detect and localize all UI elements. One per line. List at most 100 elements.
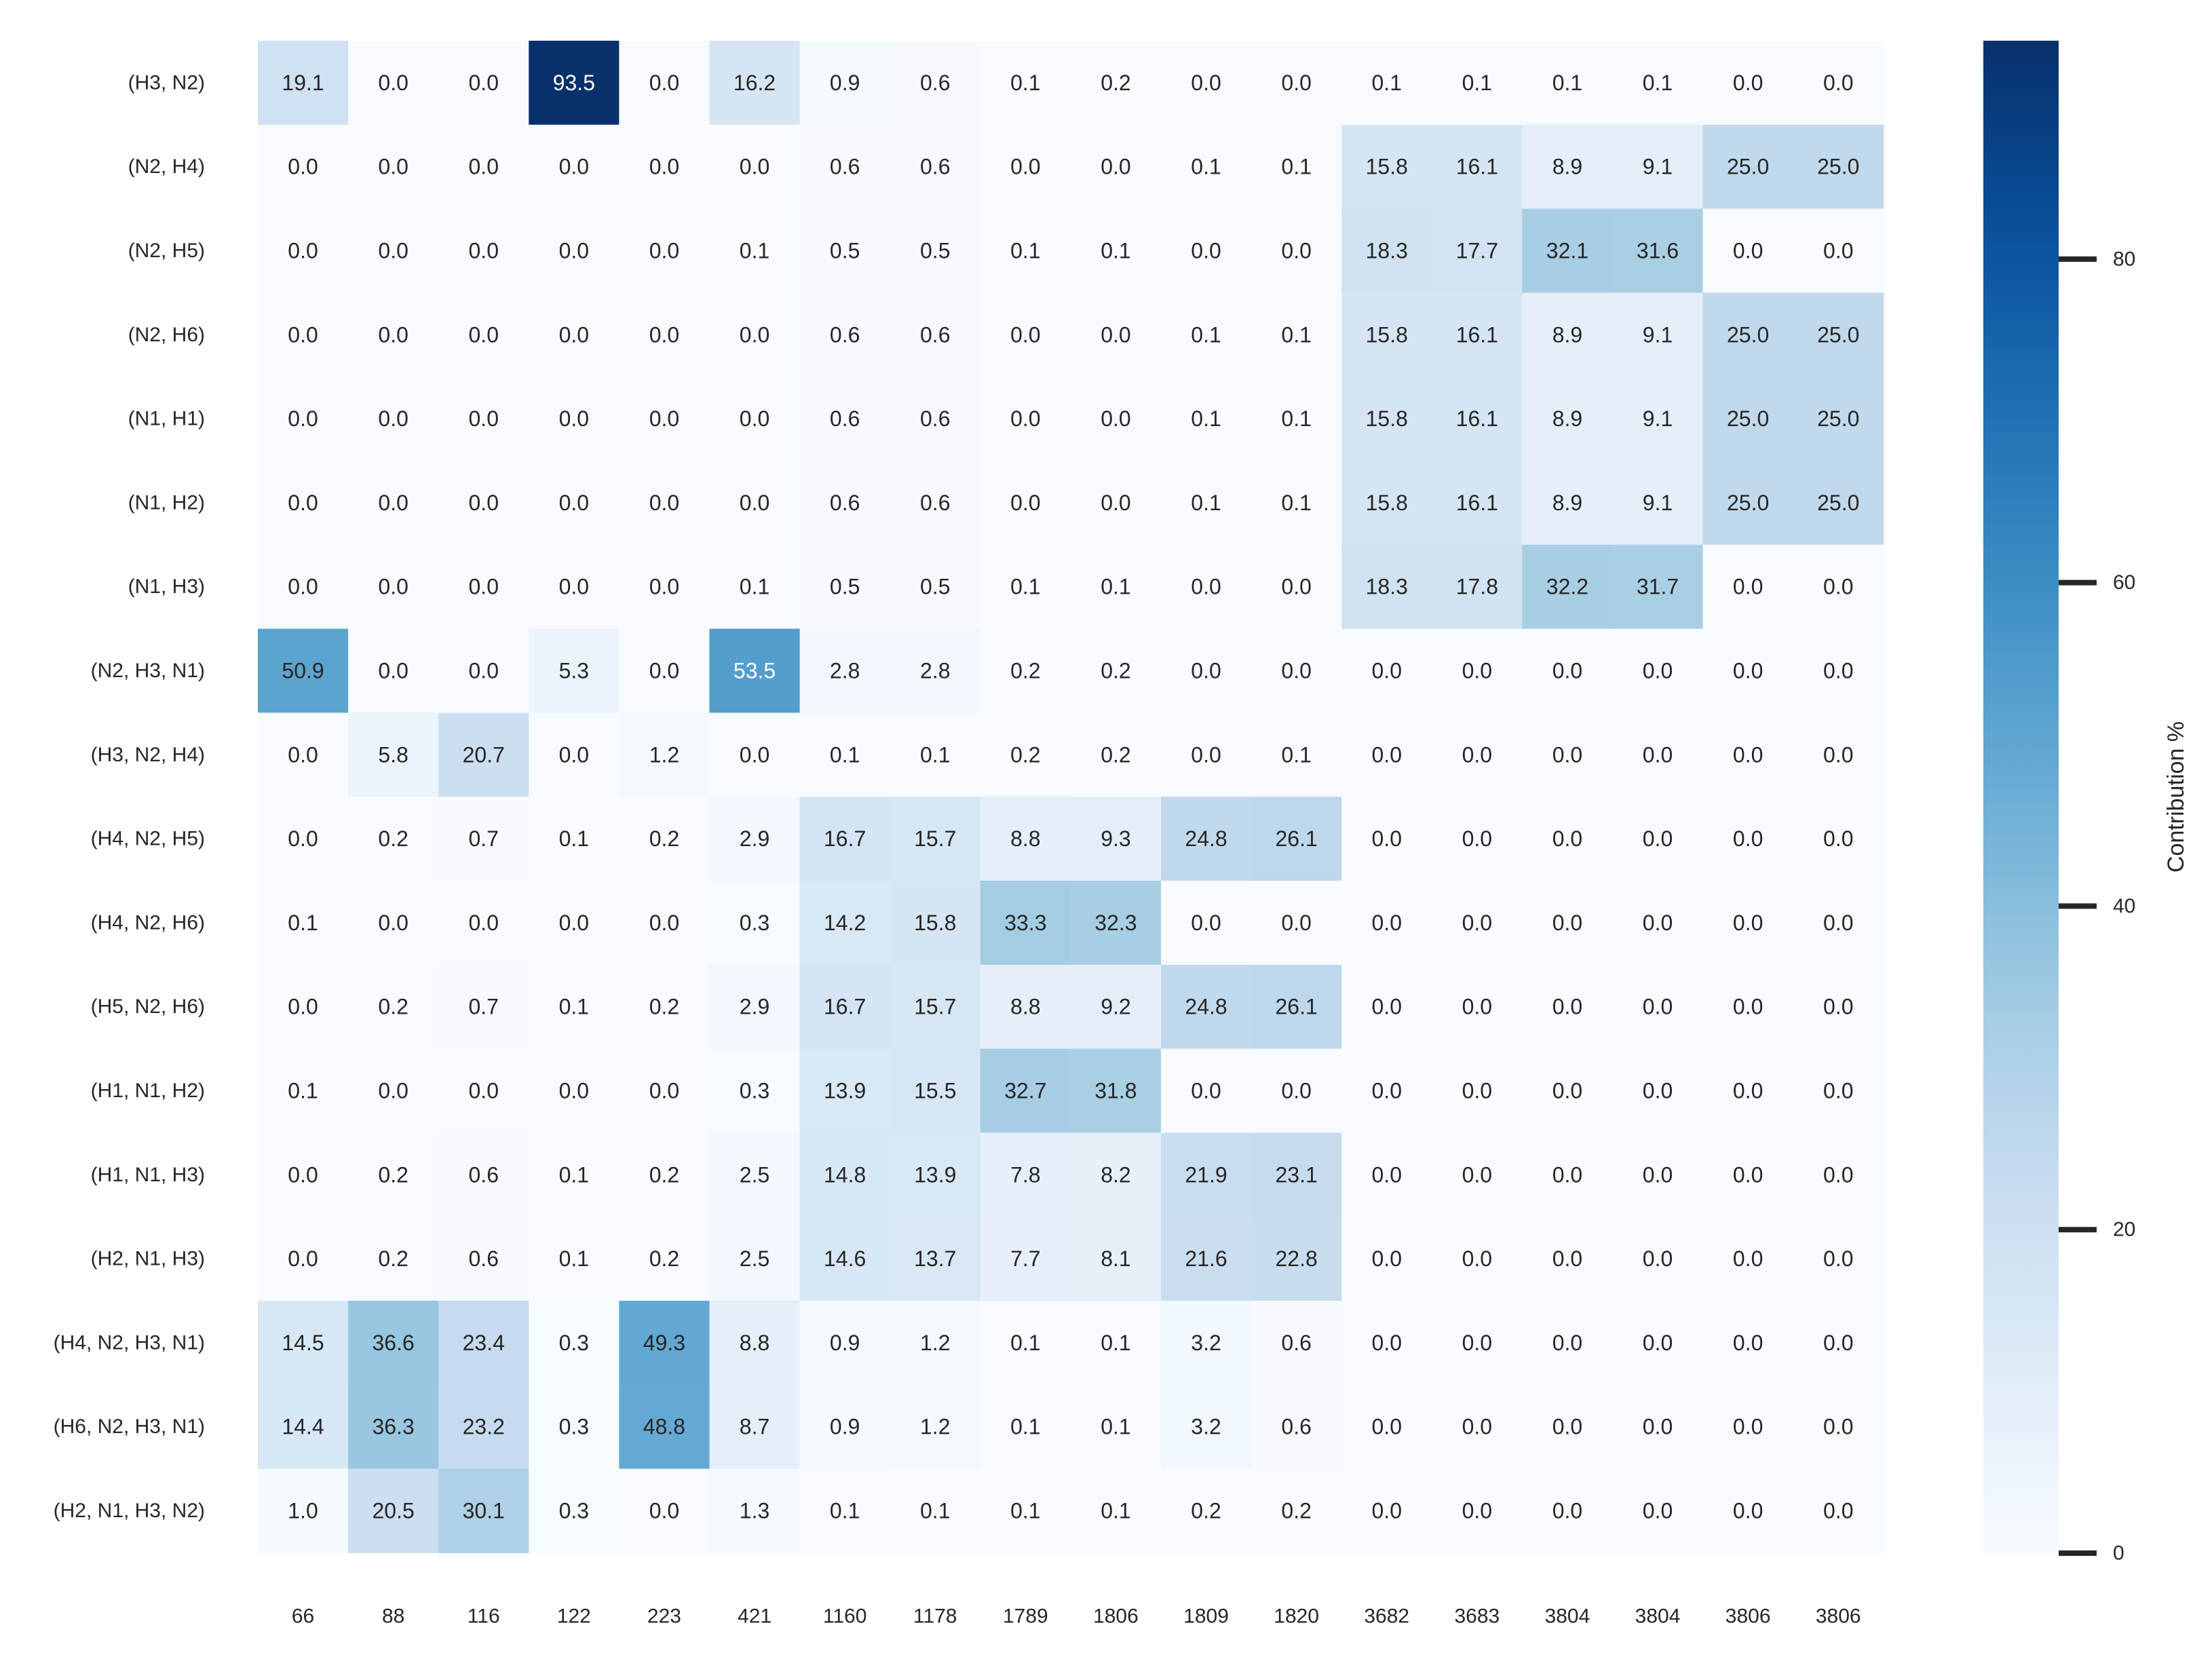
heatmap-cell	[1522, 208, 1614, 293]
heatmap-cell	[709, 712, 801, 797]
cell-value-label: 0.0	[1552, 1499, 1582, 1523]
heatmap-cell	[1070, 1048, 1162, 1133]
heatmap-cell	[619, 1132, 710, 1217]
heatmap-cell	[1702, 1217, 1794, 1301]
cell-value-label: 0.0	[559, 155, 589, 179]
cell-value-label: 0.0	[649, 406, 679, 431]
cell-value-label: 0.0	[1733, 575, 1763, 599]
heatmap-cell	[1793, 964, 1884, 1050]
cell-value-label: 0.0	[1733, 1246, 1763, 1271]
cell-value-label: 0.0	[469, 71, 499, 95]
cell-value-label: 0.0	[1823, 1415, 1853, 1439]
cell-value-label: 0.0	[1552, 1246, 1582, 1271]
cell-value-label: 26.1	[1276, 995, 1318, 1019]
heatmap-cell	[438, 881, 529, 966]
heatmap-cell	[619, 881, 710, 966]
cell-value-label: 2.8	[920, 659, 950, 683]
cell-value-label: 0.0	[378, 155, 408, 179]
cell-value-label: 16.1	[1456, 322, 1498, 347]
heatmap-cell	[619, 208, 710, 293]
heatmap-cell	[529, 797, 619, 881]
cell-value-label: 2.5	[740, 1162, 769, 1187]
cell-value-label: 0.0	[1733, 659, 1763, 683]
heatmap-cell	[1612, 628, 1704, 713]
cell-value-label: 0.0	[469, 155, 499, 179]
cell-value-label: 0.1	[1101, 1415, 1130, 1439]
heatmap-cell	[709, 1301, 801, 1386]
y-tick-label: (N1, H3)	[128, 575, 205, 598]
cell-value-label: 0.1	[1372, 71, 1402, 95]
heatmap-cell	[980, 1048, 1071, 1133]
heatmap-cell	[980, 41, 1071, 126]
y-tick-label: (N1, H1)	[128, 408, 205, 430]
cell-value-label: 25.0	[1727, 406, 1769, 431]
heatmap-cell	[709, 544, 801, 630]
heatmap-cell	[1432, 544, 1523, 630]
heatmap-cell	[890, 41, 981, 126]
heatmap-cell	[1793, 1217, 1884, 1301]
cell-value-label: 0.0	[649, 71, 679, 95]
heatmap-cell	[799, 964, 891, 1050]
heatmap-cell	[1070, 1301, 1162, 1386]
heatmap-cell	[709, 1048, 801, 1133]
cell-value-label: 18.3	[1366, 239, 1408, 263]
cell-value-label: 0.0	[1643, 911, 1673, 935]
cell-value-label: 0.5	[830, 239, 860, 263]
cell-value-label: 25.0	[1817, 155, 1859, 179]
cell-value-label: 0.0	[469, 1079, 499, 1103]
cell-value-label: 8.8	[740, 1331, 769, 1355]
heatmap-cell	[1251, 377, 1342, 461]
heatmap-cell	[1432, 1384, 1523, 1470]
heatmap-cell	[1522, 881, 1614, 966]
heatmap-cell	[1070, 1468, 1162, 1553]
heatmap-cell	[1432, 1048, 1523, 1133]
heatmap-cell	[1070, 377, 1162, 461]
cell-value-label: 0.0	[288, 491, 318, 515]
heatmap-cell	[980, 1301, 1071, 1386]
cell-value-label: 0.0	[1372, 1415, 1402, 1439]
heatmap-cell	[980, 712, 1071, 797]
cell-value-label: 13.9	[914, 1162, 956, 1187]
cell-value-label: 0.2	[1101, 659, 1130, 683]
cell-value-label: 0.0	[559, 742, 589, 767]
cell-value-label: 9.3	[1101, 826, 1130, 851]
heatmap-cell	[1070, 881, 1162, 966]
cell-value-label: 25.0	[1817, 491, 1859, 515]
cell-value-label: 0.1	[559, 995, 589, 1019]
y-tick-label: (H4, N2, H6)	[91, 911, 205, 934]
cell-value-label: 0.1	[288, 1079, 318, 1103]
cell-value-label: 0.0	[1823, 575, 1853, 599]
cell-value-label: 0.0	[1372, 1079, 1402, 1103]
heatmap-cell	[1341, 1468, 1432, 1553]
cell-value-label: 0.0	[1823, 1079, 1853, 1103]
cell-value-label: 1.0	[288, 1499, 318, 1523]
heatmap-annotations: 19.1 0.0 0.0 93.5 0.0 16.2 0.9 0.6 0.1 0.2 0.0 0.0 0…	[282, 71, 1859, 1523]
heatmap-cell	[1341, 41, 1432, 126]
y-axis: (H3, N2) (N2, H4) (N2, H5) (N2, H6) (N1, H1)…	[54, 71, 205, 1522]
heatmap-cell	[529, 124, 619, 210]
cell-value-label: 24.8	[1185, 826, 1227, 851]
heatmap-cell	[980, 461, 1071, 546]
heatmap-cell	[1341, 1132, 1432, 1217]
x-tick-label: 3806	[1725, 1605, 1771, 1628]
cell-value-label: 0.1	[1462, 71, 1492, 95]
heatmap-cell	[258, 881, 349, 966]
cell-value-label: 0.0	[378, 322, 408, 347]
heatmap-cell	[348, 712, 439, 797]
cell-value-label: 0.6	[469, 1162, 499, 1187]
cell-value-label: 0.0	[1281, 575, 1311, 599]
heatmap-cell	[348, 628, 439, 713]
heatmap-cell	[1522, 712, 1614, 797]
heatmap-cell	[438, 1132, 529, 1217]
cell-value-label: 1.3	[740, 1499, 769, 1523]
cell-value-label: 0.0	[740, 155, 769, 179]
heatmap-cell	[258, 964, 349, 1050]
heatmap-cell	[1341, 292, 1432, 377]
heatmap-cell	[890, 1217, 981, 1301]
cell-value-label: 9.1	[1643, 491, 1673, 515]
heatmap-cell	[258, 292, 349, 377]
cell-value-label: 0.0	[1733, 1162, 1763, 1187]
cell-value-label: 0.0	[1372, 1331, 1402, 1355]
cell-value-label: 0.0	[559, 239, 589, 263]
heatmap-cell	[258, 124, 349, 210]
